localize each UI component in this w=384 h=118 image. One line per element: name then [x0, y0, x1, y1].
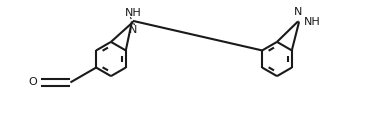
Text: O: O: [28, 77, 37, 87]
Text: N: N: [294, 7, 302, 17]
Text: N: N: [129, 25, 137, 35]
Text: NH: NH: [125, 8, 141, 18]
Text: NH: NH: [304, 17, 321, 27]
